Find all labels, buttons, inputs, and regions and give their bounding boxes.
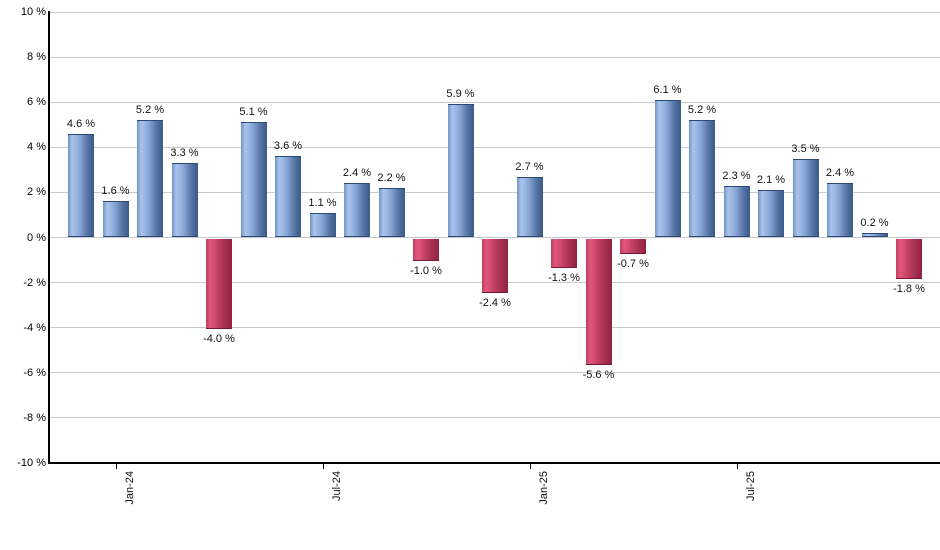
y-gridline <box>49 417 940 419</box>
value-label-Dec-24: -2.4 % <box>479 296 511 309</box>
y-gridline <box>49 56 940 58</box>
y-axis-tick-label: -10 % <box>17 457 46 469</box>
bar-Jul-25 <box>723 185 750 238</box>
bar-Nov-25 <box>861 232 888 238</box>
y-gridline <box>49 101 940 103</box>
x-axis-tick-label-text: Jan-25 <box>537 471 550 505</box>
x-axis-tick <box>115 463 117 469</box>
value-label-Apr-25: -0.7 % <box>617 258 649 271</box>
y-gridline <box>49 11 940 13</box>
y-axis-tick-label: 4 % <box>27 141 46 154</box>
value-label-Dec-23: 4.6 % <box>66 117 96 130</box>
value-label-Mar-25: -5.6 % <box>582 368 615 381</box>
y-axis-tick-label: 10 % <box>20 6 46 18</box>
y-axis-line <box>48 11 50 464</box>
bar-Mar-25 <box>585 238 612 365</box>
bar-Apr-24 <box>206 238 232 329</box>
value-label-Jan-24: 1.6 % <box>101 185 130 198</box>
value-label-Jan-25: 2.7 % <box>515 160 544 173</box>
y-axis-tick-label: 6 % <box>27 96 46 109</box>
value-label-Jul-25: 2.3 % <box>722 169 751 182</box>
bar-Feb-25 <box>551 238 577 268</box>
bar-Jun-25 <box>689 120 715 238</box>
value-label-Jul-24: 1.1 % <box>308 196 337 209</box>
x-axis-tick-label-text: Jan-24 <box>123 471 136 505</box>
bar-Aug-24 <box>344 183 370 238</box>
value-label-Nov-25: 0.2 % <box>860 216 889 229</box>
x-axis-tick <box>529 463 531 469</box>
x-axis-tick <box>736 463 738 469</box>
bar-Sep-25 <box>792 158 819 238</box>
value-label-Oct-25: 2.4 % <box>825 167 855 180</box>
y-gridline <box>49 146 940 148</box>
value-label-Jun-25: 5.2 % <box>687 104 717 117</box>
value-label-Aug-25: 2.1 % <box>756 174 786 187</box>
bar-May-24 <box>240 122 267 238</box>
value-label-Feb-24: 5.2 % <box>135 104 165 117</box>
value-label-Apr-24: -4.0 % <box>203 332 235 345</box>
value-label-Dec-25: -1.8 % <box>893 283 925 296</box>
value-label-Jun-24: 3.6 % <box>273 140 303 153</box>
y-axis-tick-label: -4 % <box>23 321 46 334</box>
value-label-Aug-24: 2.4 % <box>342 167 372 180</box>
bar-Dec-23 <box>68 133 94 238</box>
x-axis-tick-label-text: Jul-25 <box>744 471 757 501</box>
value-label-Nov-24: 5.9 % <box>446 88 475 101</box>
bar-Jan-24 <box>102 201 129 238</box>
value-label-May-25: 6.1 % <box>653 83 682 96</box>
value-label-May-24: 5.1 % <box>239 106 268 119</box>
x-axis-tick <box>322 463 324 469</box>
bar-Jan-25 <box>516 176 543 238</box>
value-label-Sep-25: 3.5 % <box>791 142 820 155</box>
y-gridline <box>49 191 940 193</box>
bar-Feb-24 <box>137 120 163 238</box>
y-axis-tick-label: 2 % <box>27 186 46 199</box>
bar-Aug-25 <box>758 190 784 238</box>
x-axis-tick-label-text: Jul-24 <box>330 471 343 501</box>
value-label-Sep-24: 2.2 % <box>377 171 406 184</box>
x-axis-line <box>48 462 940 464</box>
bar-Oct-24 <box>413 238 439 262</box>
bar-Sep-24 <box>378 187 405 238</box>
bar-Jul-24 <box>309 212 336 238</box>
bar-Dec-25 <box>896 238 922 280</box>
bar-Oct-25 <box>827 183 853 238</box>
value-label-Mar-24: 3.3 % <box>170 147 199 160</box>
y-axis-tick-label: -8 % <box>23 411 46 424</box>
bar-Jun-24 <box>275 156 301 238</box>
value-label-Oct-24: -1.0 % <box>410 265 442 278</box>
bar-Nov-24 <box>447 104 474 238</box>
value-label-Feb-25: -1.3 % <box>548 271 580 284</box>
bar-May-25 <box>654 99 681 238</box>
y-axis-tick-label: 8 % <box>27 51 46 64</box>
bar-Apr-25 <box>620 238 646 255</box>
y-gridline <box>49 237 940 238</box>
y-axis-tick-label: -2 % <box>23 276 46 289</box>
bar-Dec-24 <box>482 238 508 293</box>
y-axis-tick-label: -6 % <box>23 366 46 379</box>
bar-Mar-24 <box>171 163 198 238</box>
y-gridline <box>49 372 940 374</box>
y-axis-tick-label: 0 % <box>27 231 46 244</box>
y-gridline <box>49 327 940 329</box>
